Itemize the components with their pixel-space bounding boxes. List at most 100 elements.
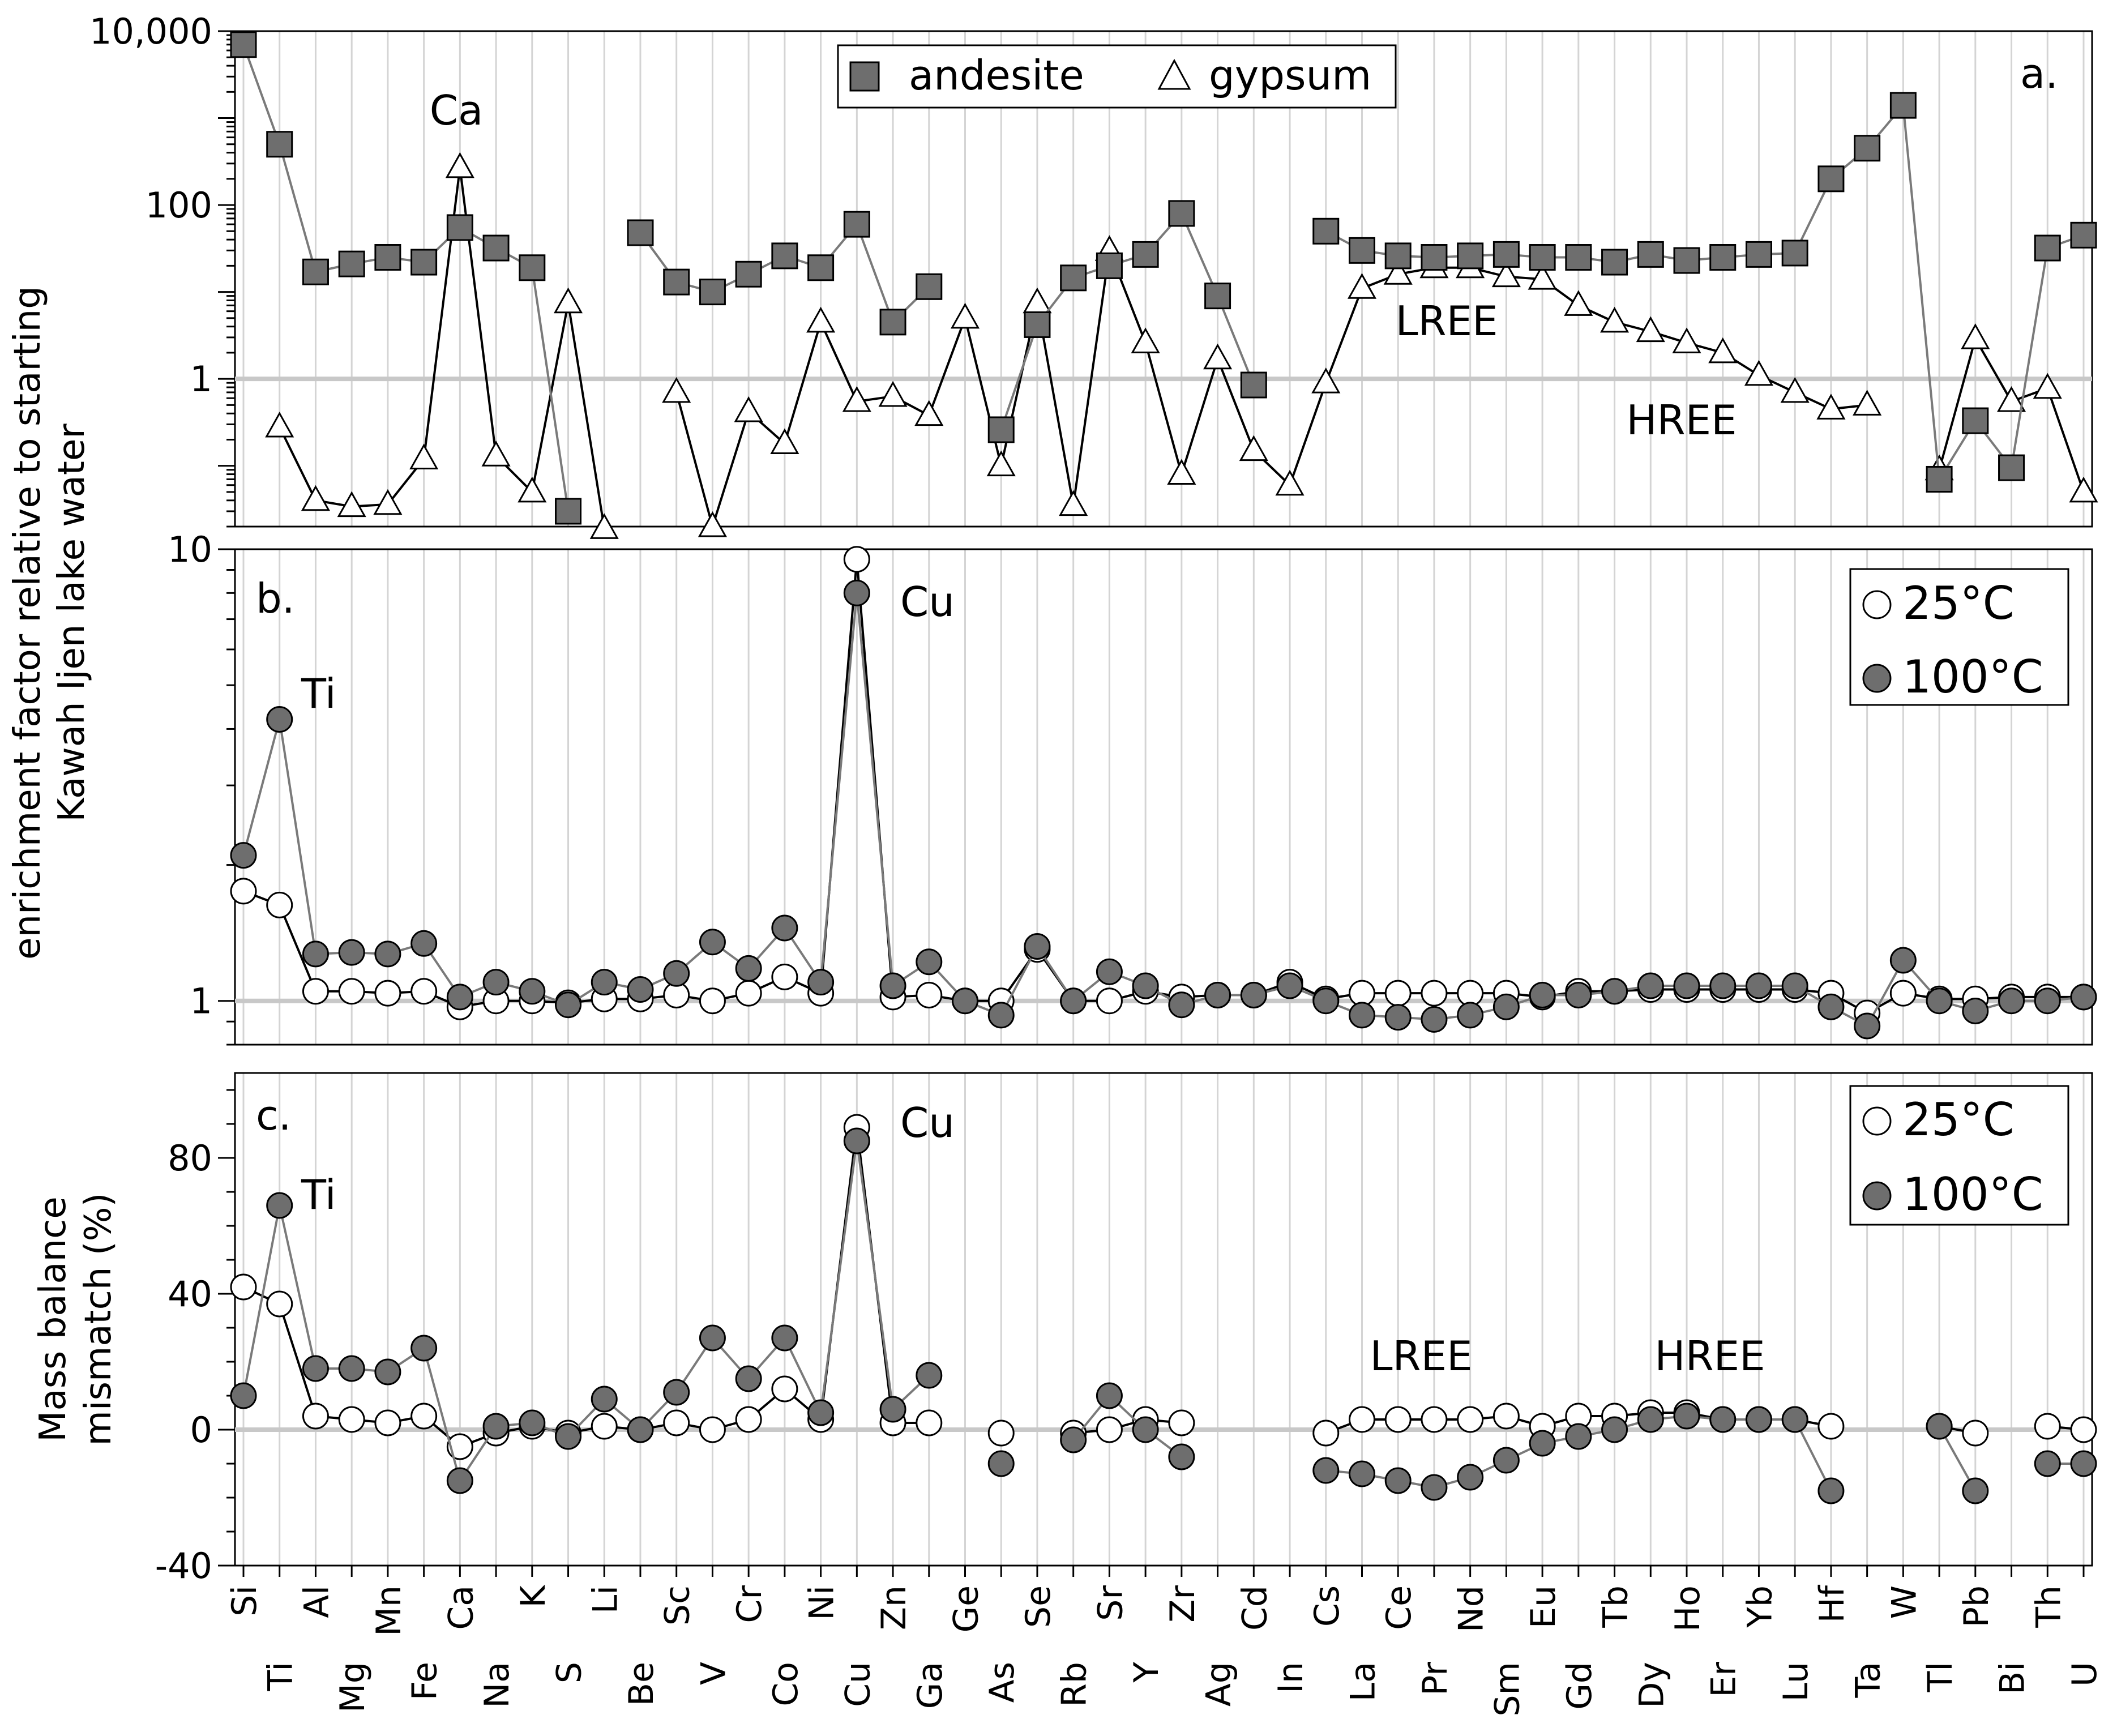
c-100c-point-v xyxy=(699,1324,726,1352)
x-tick-label-s: S xyxy=(550,1662,589,1683)
c-100c-point-sc xyxy=(663,1379,690,1406)
x-tick-label-group: Zn xyxy=(874,1585,914,1630)
legend-100c-marker-c xyxy=(1862,1181,1892,1211)
gypsum-point-cd xyxy=(1239,435,1268,461)
c-25c-point-hf xyxy=(1817,1413,1845,1440)
andesite-point-sc xyxy=(663,268,690,296)
andesite-point-sr xyxy=(1096,252,1123,279)
legend-100c-label-c: 100°C xyxy=(1902,1168,2043,1221)
andesite-point-w xyxy=(1889,92,1917,119)
c-25c-point-ce xyxy=(1384,1406,1412,1433)
b-100c-point-th xyxy=(2034,987,2061,1015)
c-25c-point-ca xyxy=(446,1433,473,1460)
andesite-point-cr xyxy=(735,260,762,288)
x-tick-label-group: Sr xyxy=(1090,1585,1130,1621)
gypsum-point-li xyxy=(589,513,619,539)
c-25c-point-sm xyxy=(1492,1403,1520,1430)
andesite-point-as xyxy=(987,416,1015,443)
c-25c-point-cs xyxy=(1312,1419,1340,1447)
c-25c-point-la xyxy=(1348,1406,1375,1433)
legend-25c-label-c: 25°C xyxy=(1902,1093,2015,1146)
gypsum-point-s xyxy=(553,287,583,314)
x-tick-label-group: Ta xyxy=(1849,1662,1888,1699)
andesite-point-al xyxy=(302,258,329,285)
x-tick-label-ca: Ca xyxy=(441,1585,481,1630)
x-tick-label-co: Co xyxy=(766,1662,806,1707)
x-tick-label-group: Cd xyxy=(1235,1585,1275,1631)
b-100c-point-cu xyxy=(843,579,870,606)
c-100c-point-tb xyxy=(1601,1416,1628,1443)
b-100c-point-hf xyxy=(1817,993,1845,1020)
gypsum-point-zn xyxy=(878,380,908,407)
c-25c-point-u xyxy=(2070,1416,2097,1443)
gypsum-line xyxy=(675,246,1867,531)
x-tick-label-group: Eu xyxy=(1524,1585,1563,1628)
legend-25c-label: 25°C xyxy=(1902,577,2015,630)
gypsum-point-na xyxy=(481,441,511,467)
b-100c-point-ge xyxy=(952,987,979,1015)
b-100c-point-eu xyxy=(1529,981,1556,1008)
gypsum-point-cr xyxy=(734,396,763,422)
b-100c-point-gd xyxy=(1565,981,1592,1008)
c-25c-line xyxy=(1073,1418,1182,1434)
andesite-point-bi xyxy=(1998,454,2025,481)
gypsum-point-v xyxy=(698,511,727,537)
x-tick-label-ge: Ge xyxy=(947,1585,986,1632)
annotation-ti-c: Ti xyxy=(301,1171,336,1218)
legend-gypsum-label: gypsum xyxy=(1209,52,1371,99)
annotation-ca: Ca xyxy=(430,87,483,134)
b-25c-point-al xyxy=(302,978,329,1005)
andesite-point-ho xyxy=(1673,247,1700,274)
b-25c-point-w xyxy=(1889,980,1917,1007)
gypsum-point-ta xyxy=(1853,390,1882,416)
c-100c-point-nd xyxy=(1457,1464,1484,1491)
x-tick-label-group: Er xyxy=(1704,1662,1744,1697)
andesite-point-cd xyxy=(1240,371,1267,399)
b-100c-point-lu xyxy=(1781,972,1808,999)
gypsum-point-rb xyxy=(1059,490,1088,516)
c-25c-point-si xyxy=(230,1273,257,1301)
b-25c-point-sr xyxy=(1096,987,1123,1015)
gypsum-point-co xyxy=(770,428,799,454)
x-tick-label-group: Nd xyxy=(1452,1585,1491,1632)
x-tick-label-tb: Tb xyxy=(1596,1585,1636,1628)
b-100c-point-as xyxy=(987,1002,1015,1029)
x-tick-label-ti: Ti xyxy=(261,1662,301,1691)
legend-box xyxy=(837,44,1397,109)
x-tick-label-group: As xyxy=(982,1662,1022,1703)
c-100c-point-ca xyxy=(446,1467,473,1494)
x-tick-label-group: Se xyxy=(1019,1585,1058,1628)
andesite-point-zr xyxy=(1168,200,1195,227)
gypsum-point-ho xyxy=(1672,327,1701,353)
c-25c-point-v xyxy=(699,1416,726,1443)
c-100c-point-yb xyxy=(1745,1406,1772,1433)
x-tick-label-bi: Bi xyxy=(1993,1662,2033,1695)
panel-a-chart: 10,000 100 1 andesite gypsum a. Ca LREE HREE xyxy=(89,11,2098,539)
gypsum-point-ge xyxy=(950,302,980,329)
x-tick-label-group: V xyxy=(694,1662,733,1685)
c-25c-point-co xyxy=(771,1375,798,1403)
panel-c-label: c. xyxy=(256,1092,291,1139)
b-100c-point-ag xyxy=(1204,981,1231,1008)
gypsum-point-fe xyxy=(409,443,439,470)
c-100c-point-co xyxy=(771,1324,798,1352)
gypsum-point-yb xyxy=(1744,360,1774,386)
legend-100c-label: 100°C xyxy=(1902,651,2043,703)
b-100c-line xyxy=(242,593,2084,1028)
y-tick-label: 1 xyxy=(190,981,212,1022)
x-tick-label-zr: Zr xyxy=(1163,1585,1203,1623)
b-100c-point-s xyxy=(555,991,582,1019)
x-tick-label-cd: Cd xyxy=(1235,1585,1275,1631)
x-tick-label-group: Ca xyxy=(441,1585,481,1630)
c-100c-point-li xyxy=(591,1386,618,1413)
x-tick-label-ga: Ga xyxy=(910,1662,950,1709)
b-100c-point-pr xyxy=(1421,1006,1448,1033)
y-axis-label-top-line2: Kawah Ijen lake water xyxy=(51,424,93,822)
andesite-point-dy xyxy=(1637,241,1664,268)
b-100c-point-ni xyxy=(807,969,835,996)
panel-a-label: a. xyxy=(2020,50,2058,97)
c-100c-point-be xyxy=(627,1416,654,1443)
c-100c-point-s xyxy=(555,1423,582,1450)
x-tick-label-y: Y xyxy=(1127,1662,1166,1683)
andesite-point-ag xyxy=(1204,283,1231,310)
